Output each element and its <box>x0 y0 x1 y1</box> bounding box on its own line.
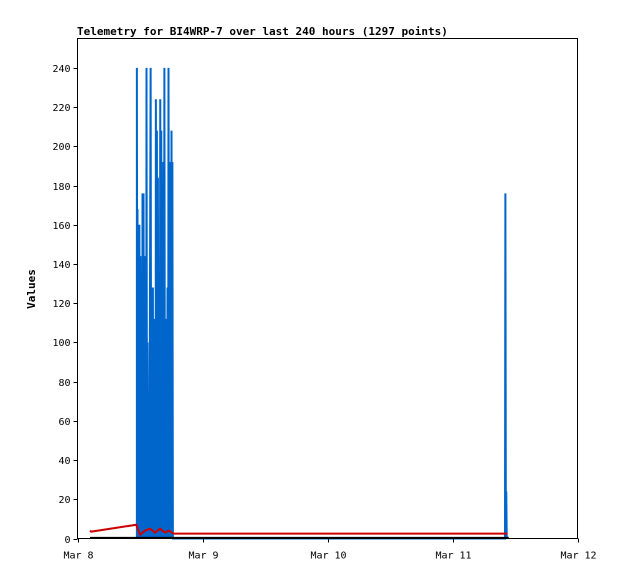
y-tick-label: 240 <box>52 64 70 75</box>
plot-area-border <box>77 38 578 539</box>
x-tick-label: Mar 12 <box>560 551 596 562</box>
x-tick-label: Mar 9 <box>188 551 218 562</box>
y-tick-label: 120 <box>52 299 70 310</box>
y-tick-label: 40 <box>58 456 70 467</box>
y-tick-label: 160 <box>52 221 70 232</box>
x-axis-ticks: Mar 8 Mar 9 Mar 10 Mar 11 Mar 12 <box>63 538 597 562</box>
y-tick-label: 200 <box>52 142 70 153</box>
y-tick-label: 140 <box>52 260 70 271</box>
y-tick-label: 80 <box>58 378 70 389</box>
y-tick-label: 20 <box>58 495 70 506</box>
y-axis-label: Values <box>25 269 38 309</box>
y-tick-label: 180 <box>52 182 70 193</box>
y-tick-label: 100 <box>52 338 70 349</box>
y-tick-label: 0 <box>64 535 70 546</box>
series-line-2 <box>89 523 508 537</box>
x-tick-label: Mar 11 <box>435 551 471 562</box>
y-axis-ticks: 0 20 40 60 80 100 120 140 160 180 200 220 240 <box>52 64 78 546</box>
x-tick-label: Mar 10 <box>310 551 346 562</box>
chart-title: Telemetry for BI4WRP-7 over last 240 hou… <box>77 25 448 38</box>
y-tick-label: 220 <box>52 103 70 114</box>
x-tick-label: Mar 8 <box>63 551 93 562</box>
y-tick-label: 60 <box>58 417 70 428</box>
